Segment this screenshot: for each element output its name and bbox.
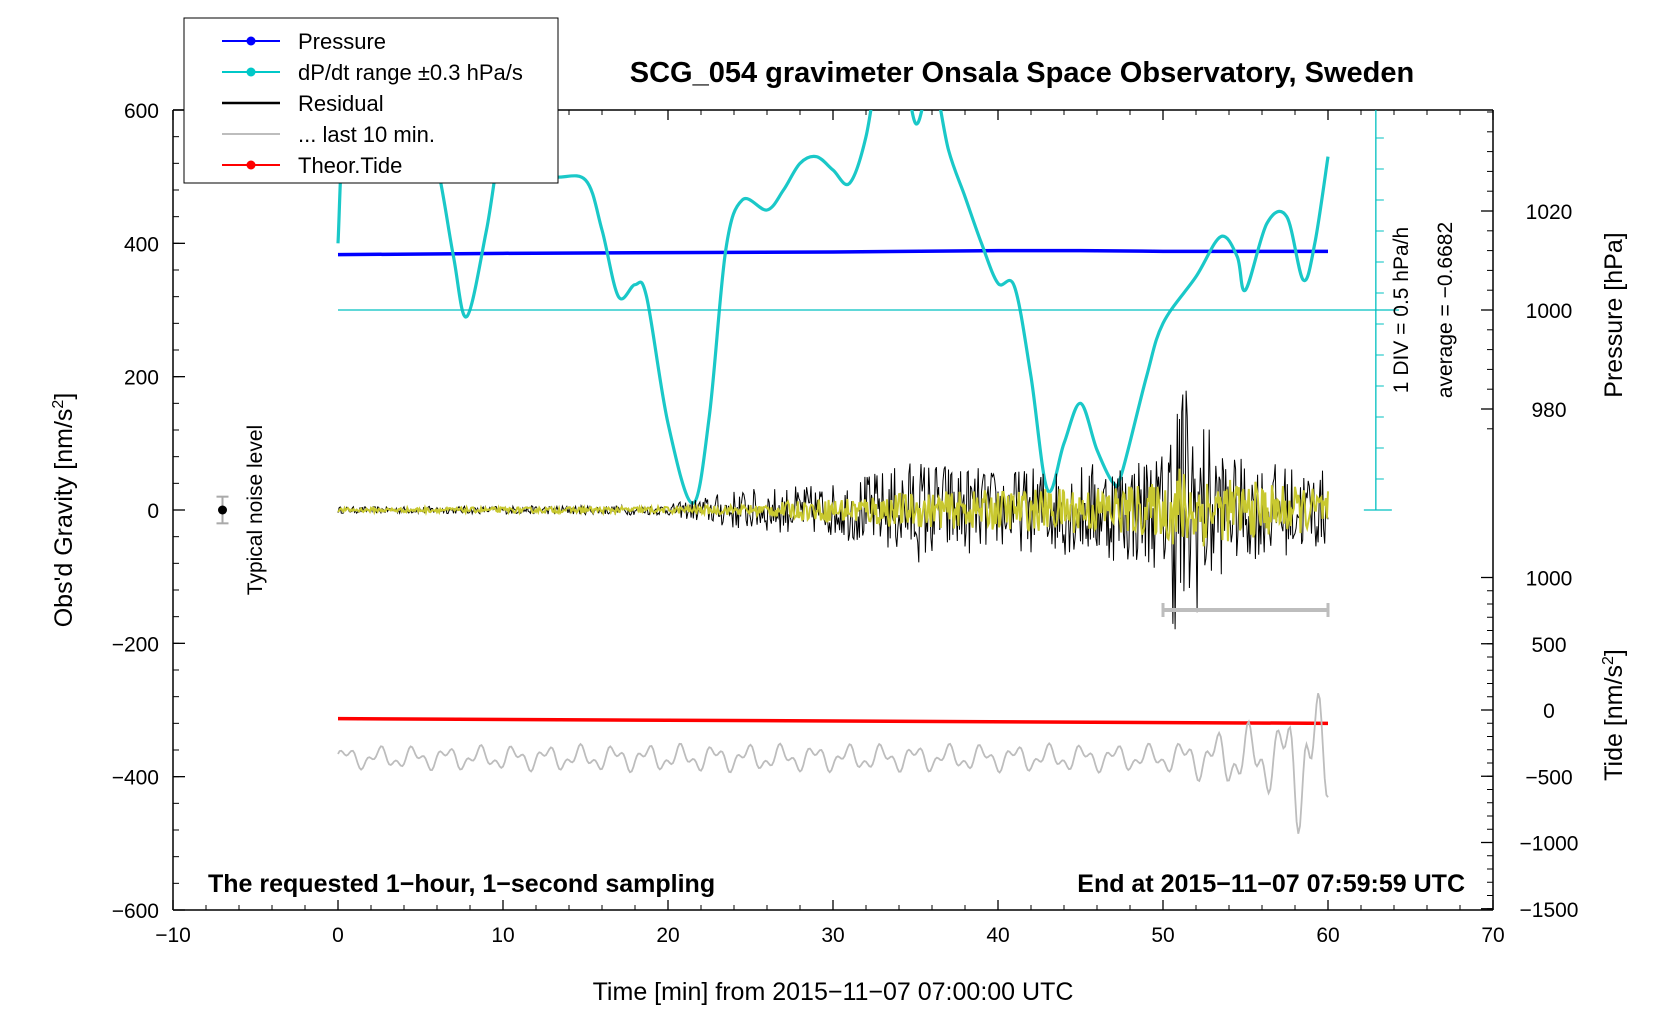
y-axis-label-left: Obs'd Gravity [nm/s2]	[50, 393, 78, 628]
noise-point	[218, 505, 227, 515]
y-tick-label: −600	[112, 900, 159, 923]
pressure-tick-label: 1000	[1526, 300, 1573, 323]
x-tick-label: 20	[656, 924, 679, 947]
tide-tick-label: −500	[1525, 766, 1572, 789]
y-tick-label: −400	[112, 767, 159, 790]
pressure-tick-label: 1020	[1526, 201, 1573, 224]
tide-tick-label: −1500	[1520, 899, 1579, 922]
x-tick-label: 10	[491, 924, 514, 947]
legend-marker	[246, 67, 256, 77]
y-tick-label: −200	[112, 633, 159, 656]
pressure-tick-label: 980	[1531, 399, 1566, 422]
legend-label: Residual	[298, 91, 384, 116]
tide-tick-label: −1000	[1520, 833, 1579, 856]
x-tick-label: 50	[1151, 924, 1174, 947]
series-residual-fit	[337, 468, 1329, 547]
y-axis-label-tide: Tide [nm/s2]	[1600, 649, 1628, 781]
annotation-sampling: The requested 1−hour, 1−second sampling	[208, 870, 715, 898]
x-tick-label: 30	[821, 924, 844, 947]
chart-title: SCG_054 gravimeter Onsala Space Observat…	[630, 57, 1414, 89]
series-last-10-min	[337, 693, 1329, 834]
series-theor-tide	[337, 716, 1329, 726]
annotation-average: average = −0.6682	[1434, 222, 1457, 398]
annotation-noise-level: Typical noise level	[244, 425, 267, 595]
x-tick-label: 0	[332, 924, 344, 947]
x-tick-label: 40	[986, 924, 1009, 947]
annotation-div: 1 DIV = 0.5 hPa/h	[1390, 227, 1413, 393]
x-axis-label: Time [min] from 2015−11−07 07:00:00 UTC	[593, 978, 1074, 1006]
legend-label: dP/dt range ±0.3 hPa/s	[298, 60, 523, 85]
y-tick-label: 400	[124, 233, 159, 256]
legend-label: Pressure	[298, 29, 386, 54]
tide-tick-label: 0	[1543, 700, 1555, 723]
y-tick-label: 200	[124, 367, 159, 390]
legend-marker	[246, 160, 256, 170]
legend-box	[183, 17, 559, 184]
y-axis-label-pressure: Pressure [hPa]	[1600, 232, 1628, 397]
legend-label: ... last 10 min.	[298, 122, 435, 147]
legend-label: Theor.Tide	[298, 153, 402, 178]
y-tick-label: 600	[124, 100, 159, 123]
legend: Pressure dP/dt range ±0.3 hPa/s Residual..…	[183, 17, 559, 184]
x-tick-label: 70	[1481, 924, 1504, 947]
annotations	[216, 110, 1399, 617]
axes-ticks: −10 0 10 20 30 40 50 60 706004002000−200−400−600…	[112, 100, 1579, 947]
y-tick-label: 0	[147, 500, 159, 523]
annotation-end-time: End at 2015−11−07 07:59:59 UTC	[1077, 870, 1465, 898]
tide-tick-label: 1000	[1526, 568, 1573, 591]
x-tick-label: −10	[155, 924, 191, 947]
series-pressure	[337, 248, 1328, 257]
legend-marker	[246, 36, 256, 46]
tide-tick-label: 500	[1531, 634, 1566, 657]
x-tick-label: 60	[1316, 924, 1339, 947]
